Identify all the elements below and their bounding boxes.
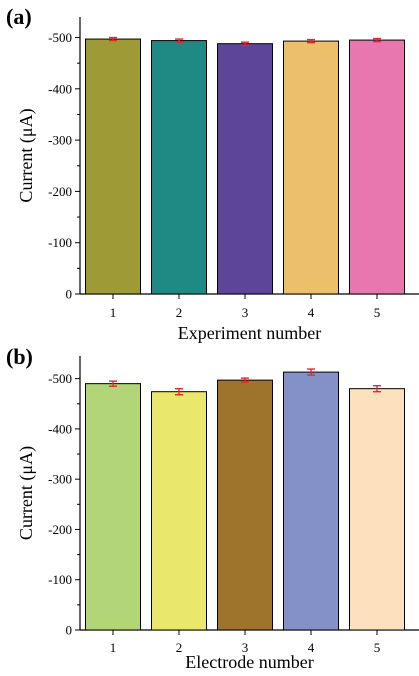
chart-panel-2: (b) 0 -100 -200 -300 -400 -500 1 2 3 4 5 Electrode n… [6,344,419,672]
panel-label: (b) [6,344,33,369]
x-tick-label: 4 [308,640,315,655]
y-tick-label: -200 [48,522,72,537]
y-tick-label: 0 [66,287,73,302]
x-tick-label: 2 [176,305,183,320]
bar-1 [85,38,141,295]
bar-2 [151,40,207,295]
bar-4 [283,371,339,631]
y-tick-label: -500 [48,371,72,386]
x-tick-label: 5 [374,640,381,655]
x-tick-label: 5 [374,305,381,320]
chart-panel-1: (a) 0 -100 -200 -300 -400 -500 1 2 3 4 5 Experiment … [6,4,419,343]
y-tick-label: -400 [48,81,72,96]
x-tick-label: 4 [308,305,315,320]
x-tick-label: 1 [110,640,117,655]
y-tick-label: -300 [48,133,72,148]
x-tick-label: 2 [176,640,183,655]
y-tick-label: -300 [48,472,72,487]
y-tick-label: -400 [48,421,72,436]
x-axis-title: Experiment number [178,323,321,343]
y-axis-title: Current (μA) [16,446,37,540]
bar-3 [217,43,273,295]
x-tick-label: 3 [242,640,249,655]
x-tick-label: 3 [242,305,249,320]
y-tick-label: 0 [66,623,73,638]
y-tick-label: -200 [48,184,72,199]
bar-1 [85,383,141,631]
bar-2 [151,391,207,631]
panel-label: (a) [6,4,32,29]
bar-5 [349,39,405,295]
x-axis-title: Electrode number [185,652,313,672]
bar-4 [283,40,339,295]
bar-3 [217,379,273,631]
y-tick-label: -100 [48,572,72,587]
y-tick-label: -500 [48,30,72,45]
x-tick-label: 1 [110,305,117,320]
y-axis-title: Current (μA) [16,108,37,202]
y-tick-label: -100 [48,235,72,250]
bar-5 [349,388,405,631]
